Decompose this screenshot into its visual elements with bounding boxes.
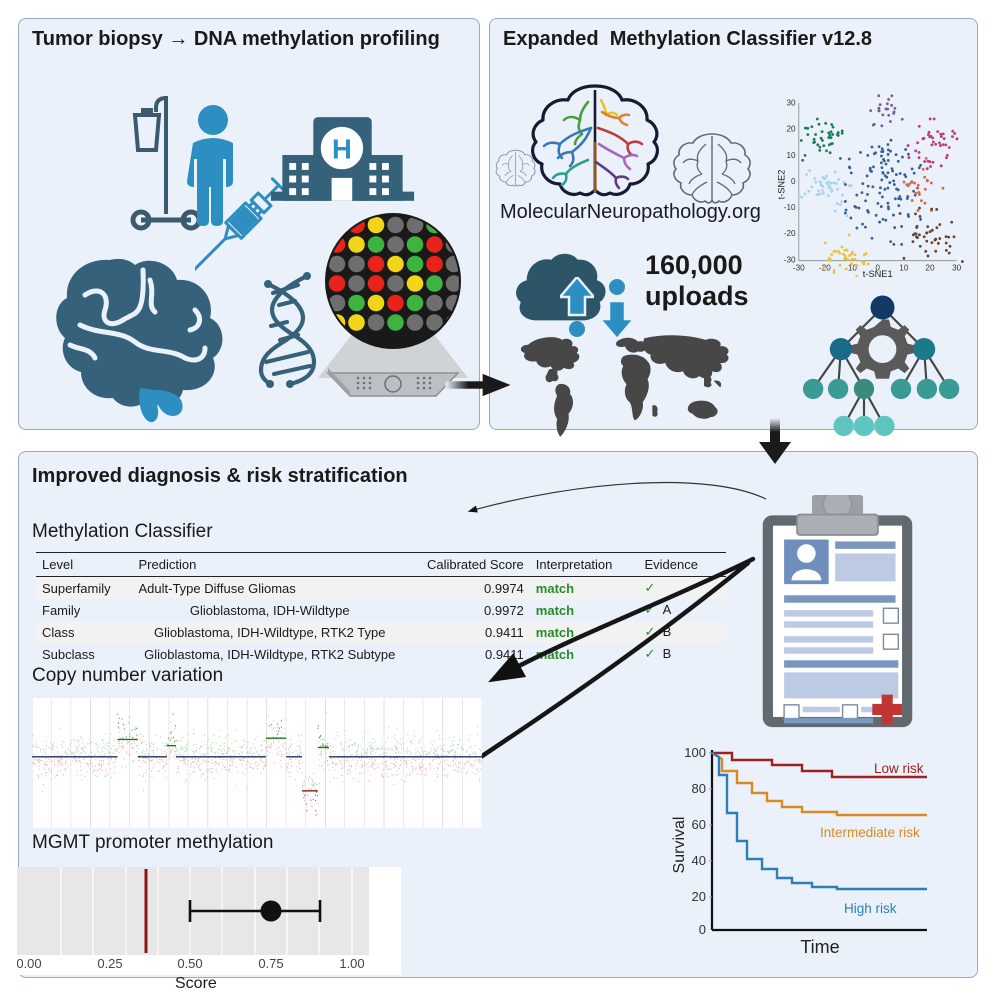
svg-text:10: 10 [899,263,909,272]
svg-text:-20: -20 [819,263,831,272]
svg-text:Intermediate risk: Intermediate risk [820,825,920,840]
svg-text:0.25: 0.25 [97,956,122,971]
svg-text:10: 10 [786,151,796,160]
svg-text:0.50: 0.50 [177,956,202,971]
svg-text:0.00: 0.00 [17,956,42,971]
svg-text:30: 30 [952,263,962,272]
svg-text:-20: -20 [784,229,796,238]
svg-text:-30: -30 [793,263,805,272]
svg-text:High risk: High risk [844,901,897,916]
svg-text:100: 100 [684,745,706,760]
svg-text:20: 20 [786,125,796,134]
svg-text:Survival: Survival [672,817,688,874]
svg-text:t-SNE1: t-SNE1 [863,269,893,277]
svg-text:40: 40 [692,853,706,868]
svg-text:-10: -10 [784,203,796,212]
svg-text:0.75: 0.75 [258,956,283,971]
svg-text:80: 80 [692,781,706,796]
svg-text:60: 60 [692,817,706,832]
svg-text:Low risk: Low risk [874,761,924,776]
svg-text:20: 20 [692,889,706,904]
svg-text:0: 0 [791,177,796,186]
svg-text:20: 20 [925,263,935,272]
svg-text:0: 0 [699,922,706,937]
svg-text:H: H [332,133,352,164]
svg-text:Time: Time [800,937,839,955]
svg-text:1.00: 1.00 [339,956,364,971]
svg-text:t-SNE2: t-SNE2 [777,170,787,200]
svg-text:30: 30 [786,99,796,108]
